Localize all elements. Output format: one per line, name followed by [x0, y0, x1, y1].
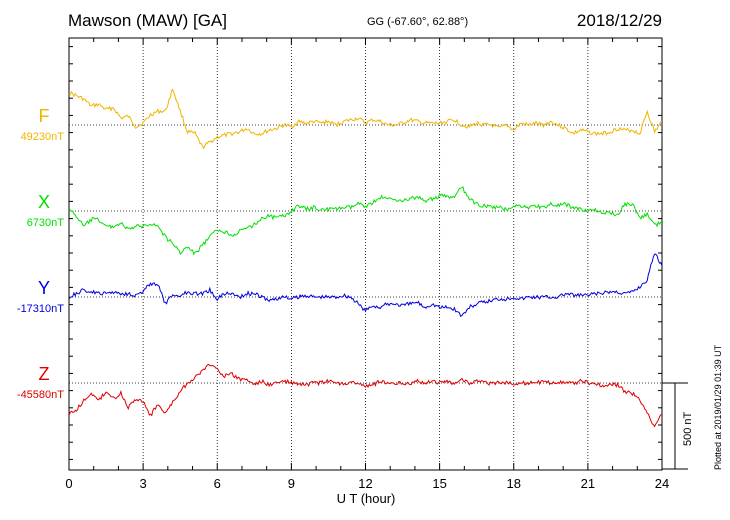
chart-date: 2018/12/29 — [576, 11, 662, 30]
series-baseline-x: 6730nT — [26, 217, 64, 229]
series-name-z: Z — [38, 364, 50, 384]
series-baseline-y: -17310nT — [16, 303, 64, 315]
x-tick-label-3: 3 — [140, 476, 147, 491]
scale-bar-label: 500 nT — [682, 411, 694, 446]
series-line-z — [68, 363, 663, 428]
grid-lines — [69, 38, 662, 470]
scale-bar — [662, 382, 688, 470]
plotted-timestamp: Plotted at 2019/01/29 01:39 UT — [713, 344, 723, 470]
station-title: Mawson (MAW) [GA] — [68, 11, 227, 30]
x-tick-label-6: 6 — [214, 476, 221, 491]
x-tick-label-15: 15 — [432, 476, 446, 491]
x-tick-label-9: 9 — [288, 476, 295, 491]
axis-ticks: 0 3 6 9 12 15 18 21 24 — [65, 38, 669, 491]
series-name-y: Y — [37, 278, 50, 298]
series-name-f: F — [38, 106, 50, 126]
x-tick-label-18: 18 — [507, 476, 521, 491]
x-tick-label-21: 21 — [581, 476, 595, 491]
series-baseline-z: -45580nT — [16, 389, 64, 401]
series-name-x: X — [37, 192, 50, 212]
x-tick-label-24: 24 — [655, 476, 669, 491]
x-tick-label-12: 12 — [358, 476, 372, 491]
x-tick-label-0: 0 — [65, 476, 72, 491]
x-axis-label: U T (hour) — [337, 491, 396, 506]
series-lines — [68, 88, 663, 428]
series-line-y — [68, 253, 663, 318]
series-baseline-f: 49230nT — [20, 131, 64, 143]
series-line-f — [68, 88, 663, 150]
station-coordinates: GG (-67.60°, 62.88°) — [367, 16, 469, 28]
series-line-x — [68, 186, 663, 256]
